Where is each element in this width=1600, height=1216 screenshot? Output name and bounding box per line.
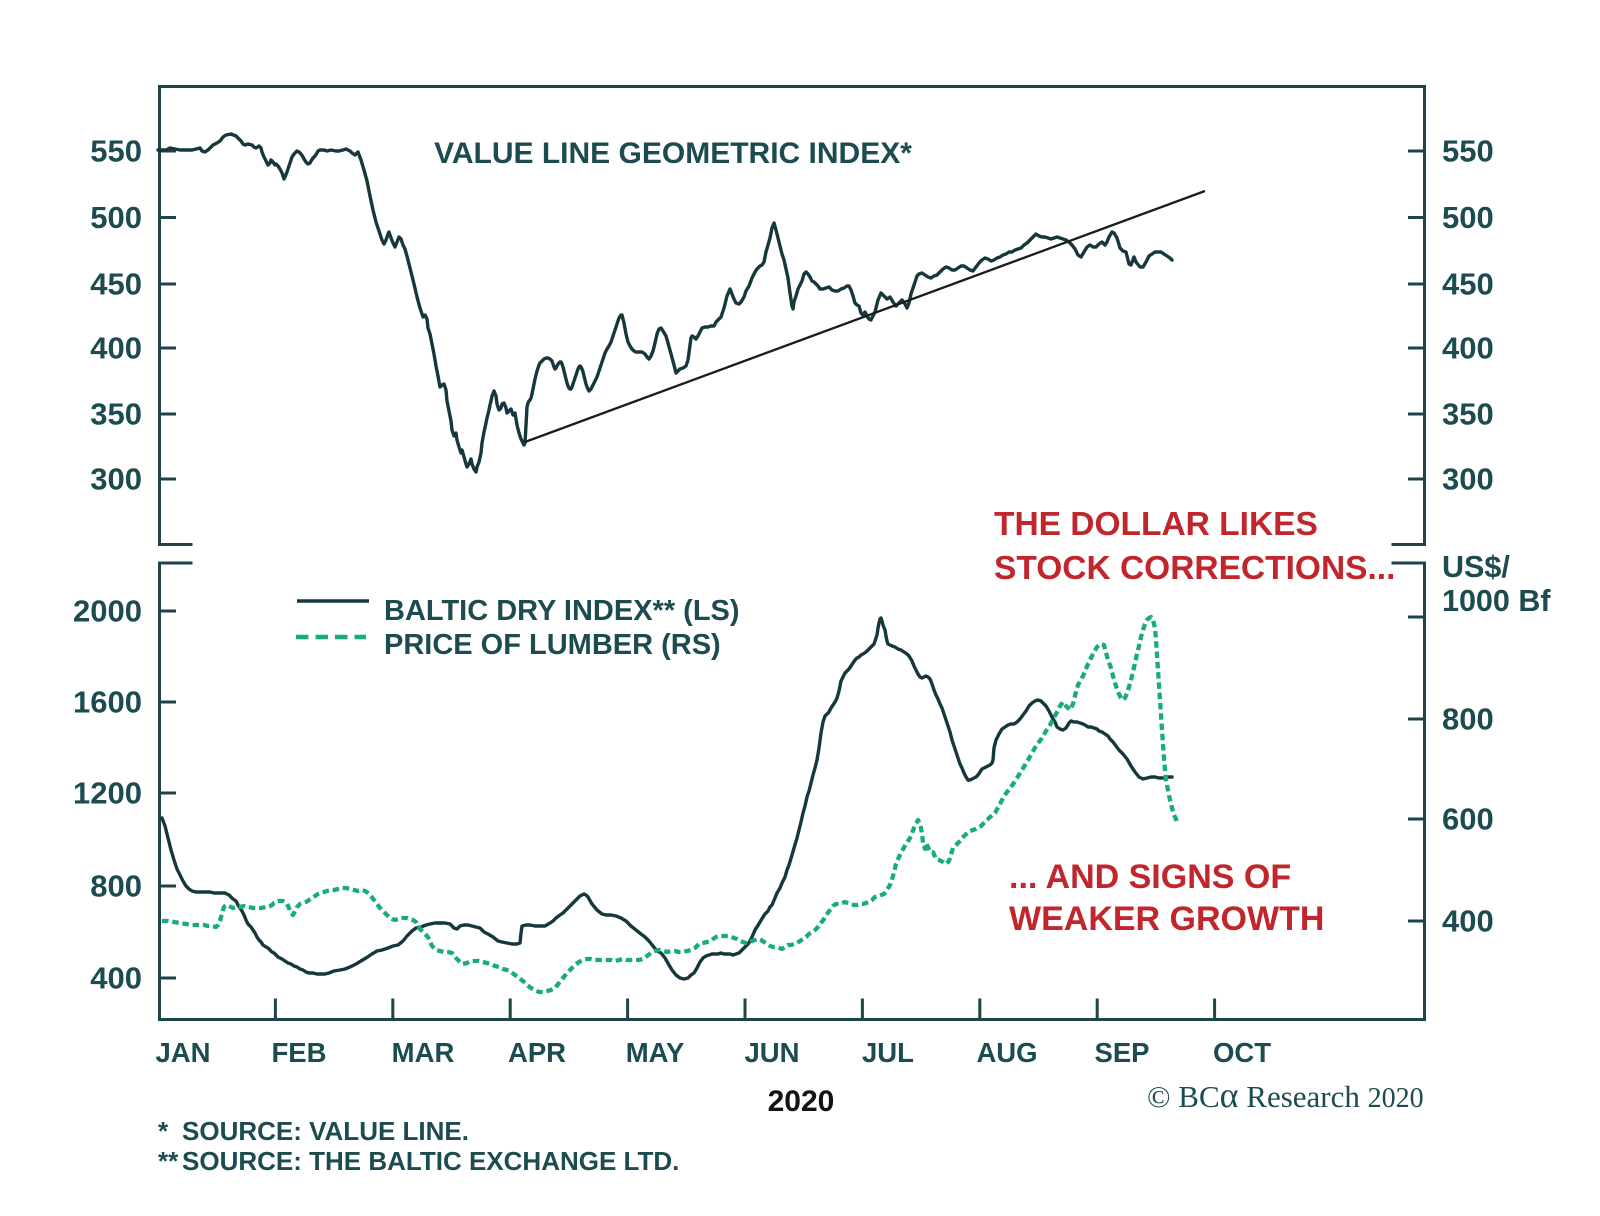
svg-text:500: 500 [90,200,142,235]
svg-text:US$/: US$/ [1442,550,1510,584]
svg-text:STOCK CORRECTIONS...: STOCK CORRECTIONS... [994,550,1395,587]
svg-text:FEB: FEB [272,1037,327,1068]
svg-text:300: 300 [1442,462,1494,497]
svg-text:THE DOLLAR LIKES: THE DOLLAR LIKES [994,506,1318,543]
svg-text:600: 600 [1442,802,1494,837]
svg-text:800: 800 [1442,702,1494,737]
svg-text:SEP: SEP [1094,1037,1149,1068]
svg-text:2000: 2000 [73,594,142,629]
svg-text:1600: 1600 [73,685,142,720]
svg-text:450: 450 [90,267,142,302]
svg-text:1200: 1200 [73,776,142,811]
svg-text:2020: 2020 [768,1085,835,1118]
svg-text:400: 400 [90,331,142,366]
svg-text:350: 350 [1442,397,1494,432]
svg-text:SOURCE: THE BALTIC EXCHANGE LT: SOURCE: THE BALTIC EXCHANGE LTD. [182,1146,679,1176]
svg-text:400: 400 [90,961,142,996]
svg-text:550: 550 [1442,134,1494,169]
svg-text:300: 300 [90,462,142,497]
svg-text:JAN: JAN [155,1037,210,1068]
svg-text:350: 350 [90,397,142,432]
svg-text:VALUE LINE GEOMETRIC INDEX*: VALUE LINE GEOMETRIC INDEX* [434,137,912,170]
svg-text:AUG: AUG [976,1037,1037,1068]
svg-text:WEAKER GROWTH: WEAKER GROWTH [1009,900,1324,938]
svg-text:*: * [158,1116,169,1146]
svg-text:500: 500 [1442,200,1494,235]
svg-text:OCT: OCT [1213,1037,1271,1068]
svg-text:APR: APR [508,1037,566,1068]
svg-text:MAY: MAY [626,1037,685,1068]
svg-text:450: 450 [1442,267,1494,302]
svg-text:© BCα Research 2020: © BCα Research 2020 [1147,1075,1424,1115]
svg-text:1000 Bf: 1000 Bf [1442,584,1551,618]
svg-text:400: 400 [1442,904,1494,939]
svg-text:JUN: JUN [744,1037,799,1068]
svg-text:SOURCE: VALUE LINE.: SOURCE: VALUE LINE. [182,1116,469,1146]
svg-text:PRICE OF LUMBER (RS): PRICE OF LUMBER (RS) [384,629,721,661]
svg-text:... AND SIGNS OF: ... AND SIGNS OF [1009,858,1291,896]
svg-text:550: 550 [90,134,142,169]
svg-text:BALTIC DRY INDEX** (LS): BALTIC DRY INDEX** (LS) [384,595,740,627]
svg-text:800: 800 [90,869,142,904]
svg-text:**: ** [158,1146,179,1176]
svg-text:MAR: MAR [392,1037,455,1068]
svg-text:JUL: JUL [862,1037,914,1068]
svg-text:400: 400 [1442,331,1494,366]
